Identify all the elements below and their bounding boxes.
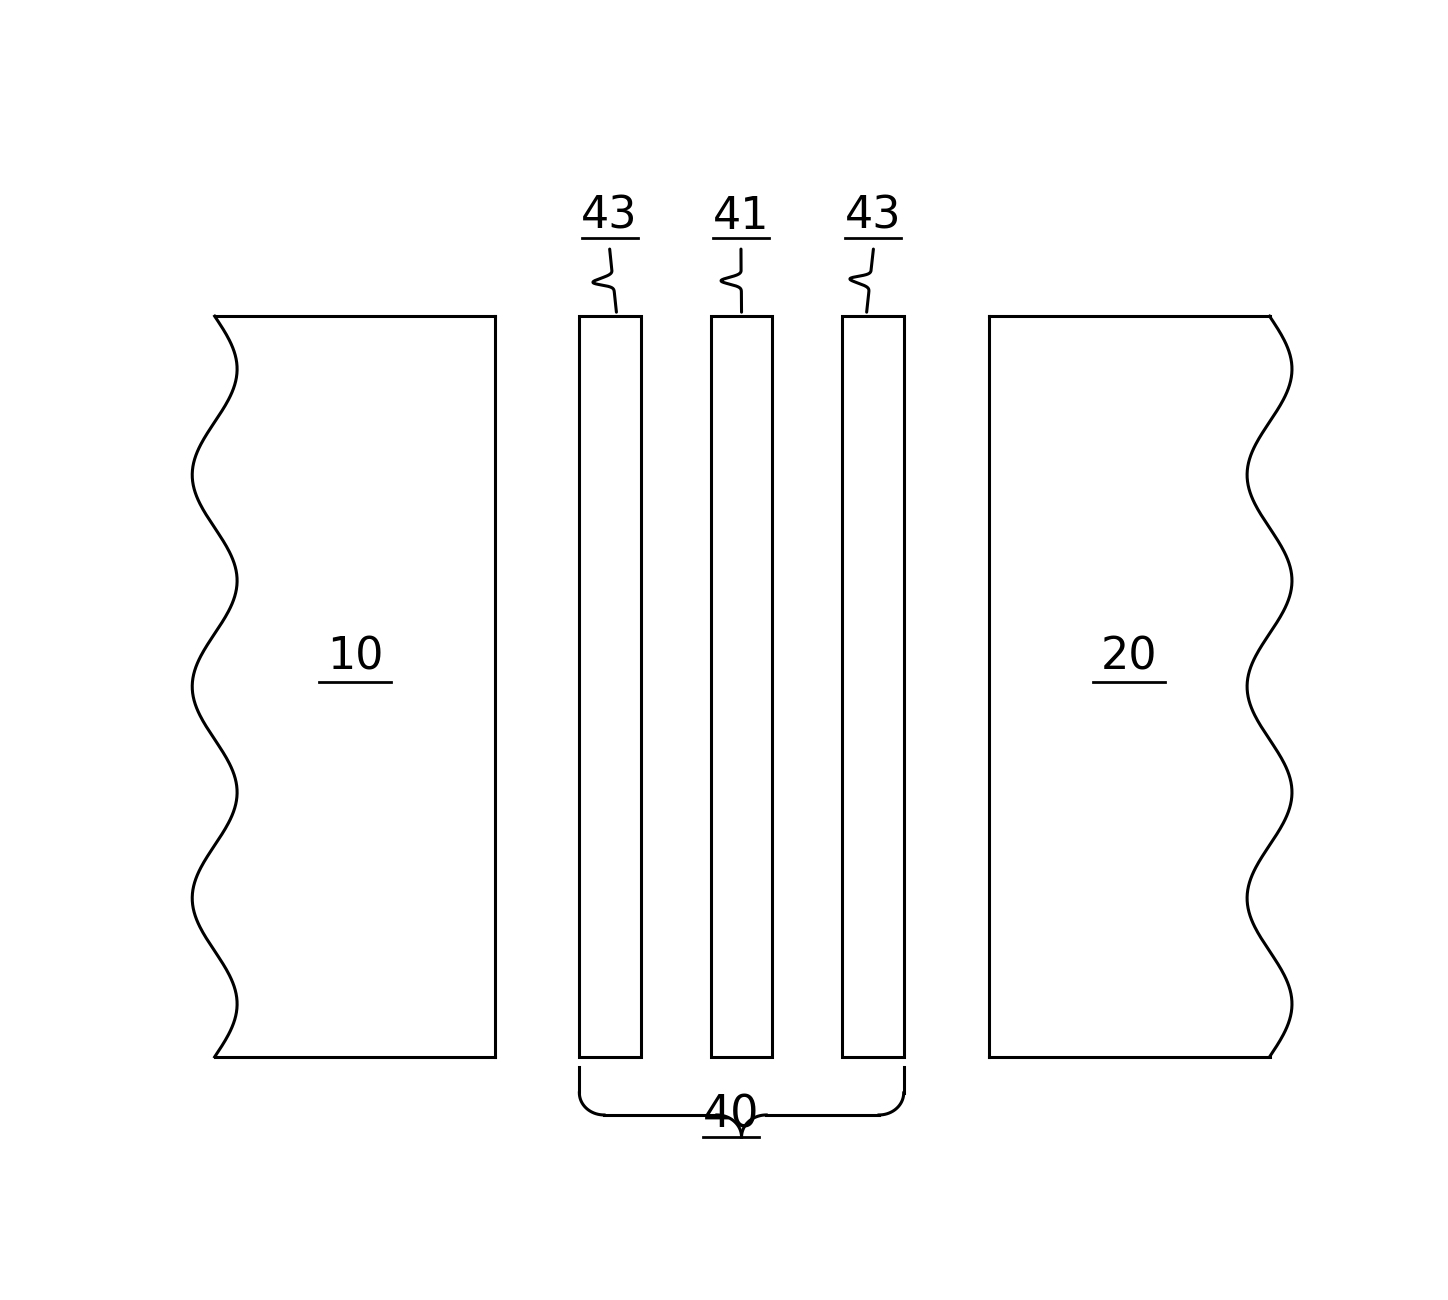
Text: 40: 40	[702, 1093, 759, 1136]
Text: 43: 43	[581, 195, 639, 238]
Text: 41: 41	[712, 195, 769, 238]
Text: 10: 10	[327, 634, 384, 679]
Bar	[841, 316, 904, 1057]
Bar	[711, 316, 772, 1057]
Bar	[579, 316, 641, 1057]
Text: 43: 43	[846, 195, 902, 238]
Text: 20: 20	[1100, 634, 1157, 679]
